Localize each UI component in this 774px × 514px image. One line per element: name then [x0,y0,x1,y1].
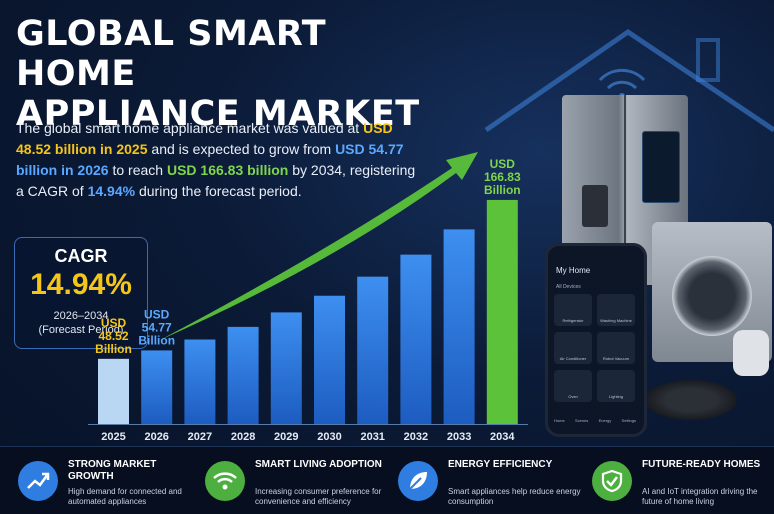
growth-chart-icon [18,461,58,501]
desc-value-2025: USD 48.52 billion in 2025 [16,120,393,157]
x-tick-label: 2028 [231,431,255,443]
data-label-2034: 166.83 [484,170,521,184]
nav-scenes[interactable]: Scenes [574,418,589,423]
cagr-period-years: 2026–2034 [53,310,109,322]
data-label-2026: Billion [138,333,175,347]
x-tick-label: 2034 [490,431,515,443]
app-bottom-nav: Home Scenes Energy Settings [554,418,636,423]
bar-2026 [141,350,173,424]
fridge-screen [642,131,680,203]
desc-text-2: and is expected to grow from [147,141,336,157]
wifi-icon [205,461,245,501]
feature-text: AI and IoT integration driving the futur… [642,487,758,506]
fridge-dispenser [582,185,608,227]
smartphone-app-mockup: My Home All Devices Refrigerator Washing… [545,243,647,437]
feature-text: Smart appliances help reduce energy cons… [448,487,581,506]
bar-2033 [443,229,475,424]
device-tile[interactable]: Robot Vacuum [597,332,635,364]
data-label-2025: USD [101,316,127,330]
page-title: GLOBAL SMART HOME APPLIANCE MARKET [16,14,436,134]
app-subtitle: All Devices [556,284,581,290]
cagr-value: 14.94% [30,268,132,301]
feature-smart-living: SMART LIVING ADOPTION Increasing consume… [205,457,390,512]
x-tick-label: 2033 [447,431,471,443]
bar-2029 [270,312,302,424]
cagr-box: CAGR 14.94% 2026–2034 (Forecast Period) [14,237,148,349]
leaf-icon [398,461,438,501]
bar-2025 [98,358,129,424]
data-label-2025: 48.52 [98,329,128,343]
feature-title: SMART LIVING ADOPTION [255,459,382,470]
desc-text-5: during the forecast period. [135,183,302,199]
feature-title: ENERGY EFFICIENCY [448,459,553,470]
cagr-period-note: (Forecast Period) [38,324,124,336]
desc-value-2026: USD 54.77 billion in 2026 [16,141,404,178]
data-label-2034: USD [490,157,516,171]
x-tick-label: 2027 [188,431,212,443]
desc-text-3: to reach [108,162,167,178]
bar-2028 [227,326,259,424]
feature-title: FUTURE-READY HOMES [642,459,761,470]
x-tick-label: 2029 [274,431,298,443]
feature-energy-efficiency: ENERGY EFFICIENCY Smart appliances help … [398,457,583,512]
feature-text: Increasing consumer preference for conve… [255,487,382,506]
device-tile[interactable]: Washing Machine [597,294,635,326]
bar-2034 [486,199,518,424]
market-description: The global smart home appliance market w… [16,118,416,202]
bar-2031 [357,276,389,424]
smart-speaker-image [733,330,769,376]
bar-2027 [184,339,216,424]
feature-future-ready: FUTURE-READY HOMES AI and IoT integratio… [592,457,774,512]
cagr-label: CAGR [54,246,108,266]
x-tick-label: 2031 [360,431,384,443]
device-tile[interactable]: Oven [554,370,592,402]
title-line-2: APPLIANCE MARKET [16,94,420,134]
app-title: My Home [556,266,591,275]
feature-market-growth: STRONG MARKET GROWTH High demand for con… [18,457,203,512]
x-tick-label: 2025 [101,431,125,443]
x-tick-label: 2026 [144,431,168,443]
robot-vacuum-image [645,380,737,420]
nav-home[interactable]: Home [554,418,565,423]
cagr-period: 2026–2034 (Forecast Period) [15,309,147,337]
feature-text: High demand for connected and automated … [68,487,182,506]
data-label-2026: 54.77 [142,320,172,334]
bar-2030 [314,295,345,424]
data-label-2034: Billion [484,183,521,197]
desc-text-1: The global smart home appliance market w… [16,120,364,136]
device-tile[interactable]: Lighting [597,370,635,402]
x-tick-label: 2030 [317,431,341,443]
nav-energy[interactable]: Energy [598,418,612,423]
data-label-2025: Billion [95,342,132,356]
desc-cagr: 14.94% [87,183,136,199]
feature-title: STRONG MARKET GROWTH [68,459,157,482]
title-line-1: GLOBAL SMART HOME [16,14,327,94]
features-bar: STRONG MARKET GROWTH High demand for con… [0,446,774,514]
fridge-door-seam [624,95,626,285]
x-tick-label: 2032 [404,431,428,443]
desc-text-4: by 2034, registering a CAGR of [16,162,416,199]
device-tile[interactable]: Air Conditioner [554,332,592,364]
data-label-2026: USD [144,307,170,321]
bar-2032 [400,254,432,424]
desc-value-2034: USD 166.83 billion [166,162,289,178]
washer-door [672,256,752,336]
device-tile[interactable]: Refrigerator [554,294,592,326]
shield-check-icon [592,461,632,501]
nav-settings[interactable]: Settings [621,418,636,423]
